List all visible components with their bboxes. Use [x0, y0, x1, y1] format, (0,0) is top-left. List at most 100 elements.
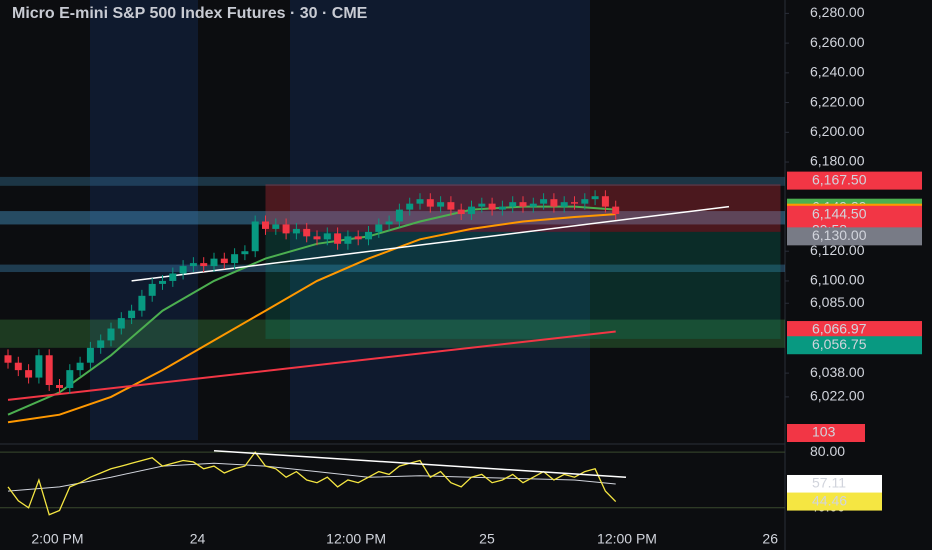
candle-body — [365, 231, 372, 240]
candle-body — [375, 224, 383, 232]
candle-body — [210, 258, 218, 267]
candle-body — [241, 251, 249, 255]
volume-badge — [787, 424, 865, 442]
candle-body — [344, 236, 352, 244]
candle-body — [406, 203, 414, 210]
price-badge-label: 6,130.00 — [812, 227, 867, 243]
candle-body — [4, 355, 12, 363]
y-tick-label: 6,280.00 — [810, 4, 865, 20]
y-tick-label: 6,180.00 — [810, 153, 865, 169]
candle-body — [416, 199, 424, 204]
y-tick-label: 6,220.00 — [810, 93, 865, 109]
candle-body — [128, 310, 136, 319]
candle-body — [468, 206, 475, 215]
candle-body — [395, 209, 403, 222]
candle-body — [540, 199, 548, 204]
chart-title: Micro E-mini S&P 500 Index Futures · 30 … — [12, 5, 368, 22]
trendline — [131, 205, 730, 282]
candle-body — [457, 209, 465, 215]
rsi-badge — [787, 492, 882, 511]
candle-body — [447, 202, 455, 210]
candle-body — [601, 196, 609, 207]
price-badge-label: 6,066.97 — [812, 321, 867, 337]
candle-body — [148, 283, 156, 296]
candle-body — [76, 362, 84, 371]
candle-body — [282, 224, 290, 234]
zone — [0, 264, 785, 273]
x-tick-label: 25 — [479, 531, 495, 547]
candle-body — [262, 221, 269, 229]
x-tick-label: 2:00 PM — [31, 531, 83, 547]
candle-body — [529, 203, 537, 207]
x-tick-label: 12:00 PM — [326, 531, 386, 547]
candle-body — [35, 355, 43, 378]
price-badge — [787, 171, 922, 190]
moving-average — [7, 213, 616, 424]
x-tick-label: 24 — [190, 531, 206, 547]
candle-body — [220, 258, 228, 264]
candle-body — [231, 254, 239, 264]
candle-body — [14, 362, 22, 371]
moving-average — [7, 330, 616, 401]
candle-body — [292, 228, 300, 234]
y-tick-label: 6,120.00 — [810, 242, 865, 258]
candle-body — [272, 224, 280, 229]
candle-body — [437, 202, 445, 207]
candle-body — [107, 328, 115, 341]
candle-body — [354, 236, 362, 240]
candle-body — [550, 199, 558, 207]
candle-body — [45, 355, 53, 385]
candle-body — [488, 203, 496, 210]
candle-body — [612, 206, 620, 215]
candle-body — [169, 273, 177, 281]
candle-body — [323, 233, 331, 240]
y-tick-label: 6,038.00 — [810, 364, 865, 380]
candle-body — [86, 347, 94, 363]
price-badge-label: 6,056.75 — [812, 336, 867, 352]
candle-body — [189, 263, 197, 267]
candle-body — [334, 233, 342, 244]
y-tick-label: 6,022.00 — [810, 388, 865, 404]
candle-body — [581, 199, 589, 204]
candle-body — [303, 228, 311, 237]
plot: 6,280.00 6,260.00 6,240.00 6,220.00 6,200.00… — [0, 4, 922, 547]
candle-body — [519, 202, 527, 207]
x-tick-label: 12:00 PM — [597, 531, 657, 547]
candle-body — [138, 295, 146, 311]
candle-body — [478, 203, 486, 207]
candle-body — [591, 196, 599, 200]
zone — [0, 211, 785, 225]
price-badge-label: 6,167.50 — [812, 171, 867, 187]
zone — [0, 176, 785, 186]
zone — [0, 319, 785, 348]
price-badge — [787, 336, 922, 355]
candle-body — [200, 263, 208, 267]
candle-body — [313, 236, 321, 240]
candle-body — [179, 266, 187, 274]
y-tick-label: 6,200.00 — [810, 123, 865, 139]
rsi-tick-label: 80.00 — [810, 443, 845, 459]
price-badge — [787, 321, 922, 340]
candle-body — [117, 318, 125, 329]
candle-body — [498, 206, 506, 210]
candle-body — [251, 221, 259, 252]
y-tick-label: 6,100.00 — [810, 272, 865, 288]
rsi-badge — [787, 474, 882, 493]
candle-body — [66, 370, 74, 388]
session-band — [90, 0, 198, 440]
candle-body — [385, 221, 393, 225]
candle-body — [509, 202, 517, 207]
candle-body — [159, 280, 166, 284]
rsi-badge-label: 57.11 — [812, 475, 846, 491]
rsi-line — [7, 451, 617, 516]
candle-body — [56, 385, 63, 388]
y-tick-label: 6,240.00 — [810, 64, 865, 80]
target-box — [265, 231, 781, 339]
candle-body — [426, 199, 434, 207]
price-badge — [787, 227, 922, 246]
volume-label: 103 — [812, 424, 836, 440]
candle-body — [97, 340, 105, 348]
x-tick-label: 26 — [762, 531, 778, 547]
